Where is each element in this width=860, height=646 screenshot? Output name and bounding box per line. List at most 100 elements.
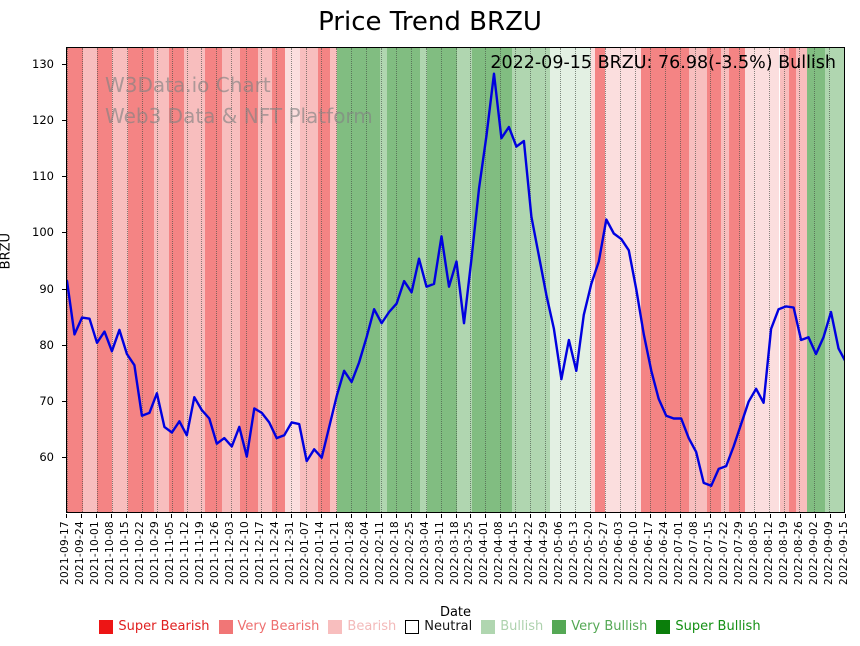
x-tick-label: 2022-06-24 xyxy=(658,521,671,586)
x-tick-label: 2021-12-10 xyxy=(238,521,251,586)
x-tick-mark xyxy=(455,514,457,518)
x-tick-mark xyxy=(365,514,367,518)
gridline xyxy=(589,48,591,512)
x-tick-mark xyxy=(605,514,607,518)
x-tick-mark xyxy=(530,514,532,518)
y-tick-mark xyxy=(62,456,66,458)
gridline xyxy=(604,48,606,512)
x-tick-label: 2022-03-04 xyxy=(418,521,431,586)
gridline xyxy=(664,48,666,512)
x-tick-label: 2022-03-11 xyxy=(433,521,446,586)
x-tick-label: 2021-12-03 xyxy=(223,521,236,586)
x-tick-mark xyxy=(170,514,172,518)
y-tick-label: 60 xyxy=(39,449,54,464)
x-tick-label: 2022-04-29 xyxy=(538,521,551,586)
x-tick-mark xyxy=(710,514,712,518)
x-tick-mark xyxy=(740,514,742,518)
y-axis-ticks: 60 70 80 90 100 110 120 130 xyxy=(0,47,66,513)
band-very_bearish xyxy=(240,48,259,512)
gridline xyxy=(141,48,143,512)
x-tick-mark xyxy=(110,514,112,518)
x-tick-mark xyxy=(410,514,412,518)
gridline xyxy=(231,48,233,512)
x-tick-mark xyxy=(485,514,487,518)
x-tick-label: 2021-11-19 xyxy=(193,521,206,586)
x-tick-mark xyxy=(320,514,322,518)
x-tick-label: 2021-10-08 xyxy=(103,521,116,586)
gridline xyxy=(769,48,771,512)
x-tick-label: 2022-04-22 xyxy=(523,521,536,586)
band-bearish xyxy=(300,48,318,512)
x-tick-mark xyxy=(380,514,382,518)
x-tick-label: 2021-12-17 xyxy=(253,521,266,586)
legend-item-super-bearish: Super Bearish xyxy=(99,619,210,634)
legend-item-bullish: Bullish xyxy=(481,619,543,634)
x-tick-label: 2021-11-05 xyxy=(163,521,176,586)
y-tick-mark xyxy=(62,64,66,66)
gridline xyxy=(784,48,786,512)
x-tick-mark xyxy=(470,514,472,518)
x-tick-label: 2022-09-15 xyxy=(838,521,850,586)
gridline xyxy=(201,48,203,512)
x-tick-label: 2022-08-26 xyxy=(793,521,806,586)
x-tick-mark xyxy=(335,514,337,518)
gridline xyxy=(186,48,188,512)
band-bullish_faint xyxy=(549,48,592,512)
x-tick-mark xyxy=(290,514,292,518)
gridline xyxy=(306,48,308,512)
legend-item-very-bearish: Very Bearish xyxy=(218,619,319,634)
gridline xyxy=(754,48,756,512)
x-tick-mark xyxy=(66,514,67,518)
y-tick-mark xyxy=(62,400,66,402)
x-tick-label: 2022-02-18 xyxy=(388,521,401,586)
band-very_bearish xyxy=(729,48,745,512)
band-very_bearish xyxy=(272,48,286,512)
gridline xyxy=(216,48,218,512)
band-bearish xyxy=(222,48,241,512)
x-tick-label: 2022-06-03 xyxy=(613,521,626,586)
x-tick-label: 2022-04-08 xyxy=(493,521,506,586)
gridline xyxy=(410,48,412,512)
gridline xyxy=(126,48,128,512)
gridline xyxy=(844,48,845,512)
legend-label: Bullish xyxy=(500,619,544,634)
band-very_bearish xyxy=(788,48,796,512)
x-tick-mark xyxy=(725,514,727,518)
gridline xyxy=(111,48,113,512)
gridline xyxy=(724,48,726,512)
band-bearish xyxy=(689,48,708,512)
gridline xyxy=(575,48,577,512)
x-tick-mark xyxy=(215,514,217,518)
legend-swatch xyxy=(99,619,114,634)
gridline xyxy=(261,48,263,512)
band-very_bullish xyxy=(471,48,513,512)
legend-item-super-bullish: Super Bullish xyxy=(656,619,761,634)
x-tick-mark xyxy=(635,514,637,518)
x-tick-label: 2022-02-25 xyxy=(403,521,416,586)
y-tick-mark xyxy=(62,176,66,178)
legend-swatch xyxy=(405,619,420,634)
x-tick-mark xyxy=(665,514,667,518)
x-tick-mark xyxy=(155,514,157,518)
x-tick-label: 2021-10-29 xyxy=(148,521,161,586)
legend-label: Super Bullish xyxy=(675,619,761,634)
x-tick-label: 2022-07-01 xyxy=(673,521,686,586)
gridline xyxy=(485,48,487,512)
gridline xyxy=(440,48,442,512)
x-tick-mark xyxy=(80,514,82,518)
gridline xyxy=(679,48,681,512)
x-tick-label: 2022-07-29 xyxy=(733,521,746,586)
gridline xyxy=(321,48,323,512)
watermark-line-1: W3Data.io Chart xyxy=(105,73,271,97)
x-tick-mark xyxy=(230,514,232,518)
band-bearish xyxy=(795,48,808,512)
x-tick-mark xyxy=(575,514,577,518)
x-tick-mark xyxy=(650,514,652,518)
band-very_bearish xyxy=(707,48,722,512)
x-tick-mark xyxy=(545,514,547,518)
x-tick-label: 2022-01-07 xyxy=(298,521,311,586)
x-tick-label: 2022-06-17 xyxy=(643,521,656,586)
price-line-series xyxy=(67,72,844,487)
x-tick-label: 2022-07-15 xyxy=(703,521,716,586)
x-tick-label: 2022-02-04 xyxy=(358,521,371,586)
